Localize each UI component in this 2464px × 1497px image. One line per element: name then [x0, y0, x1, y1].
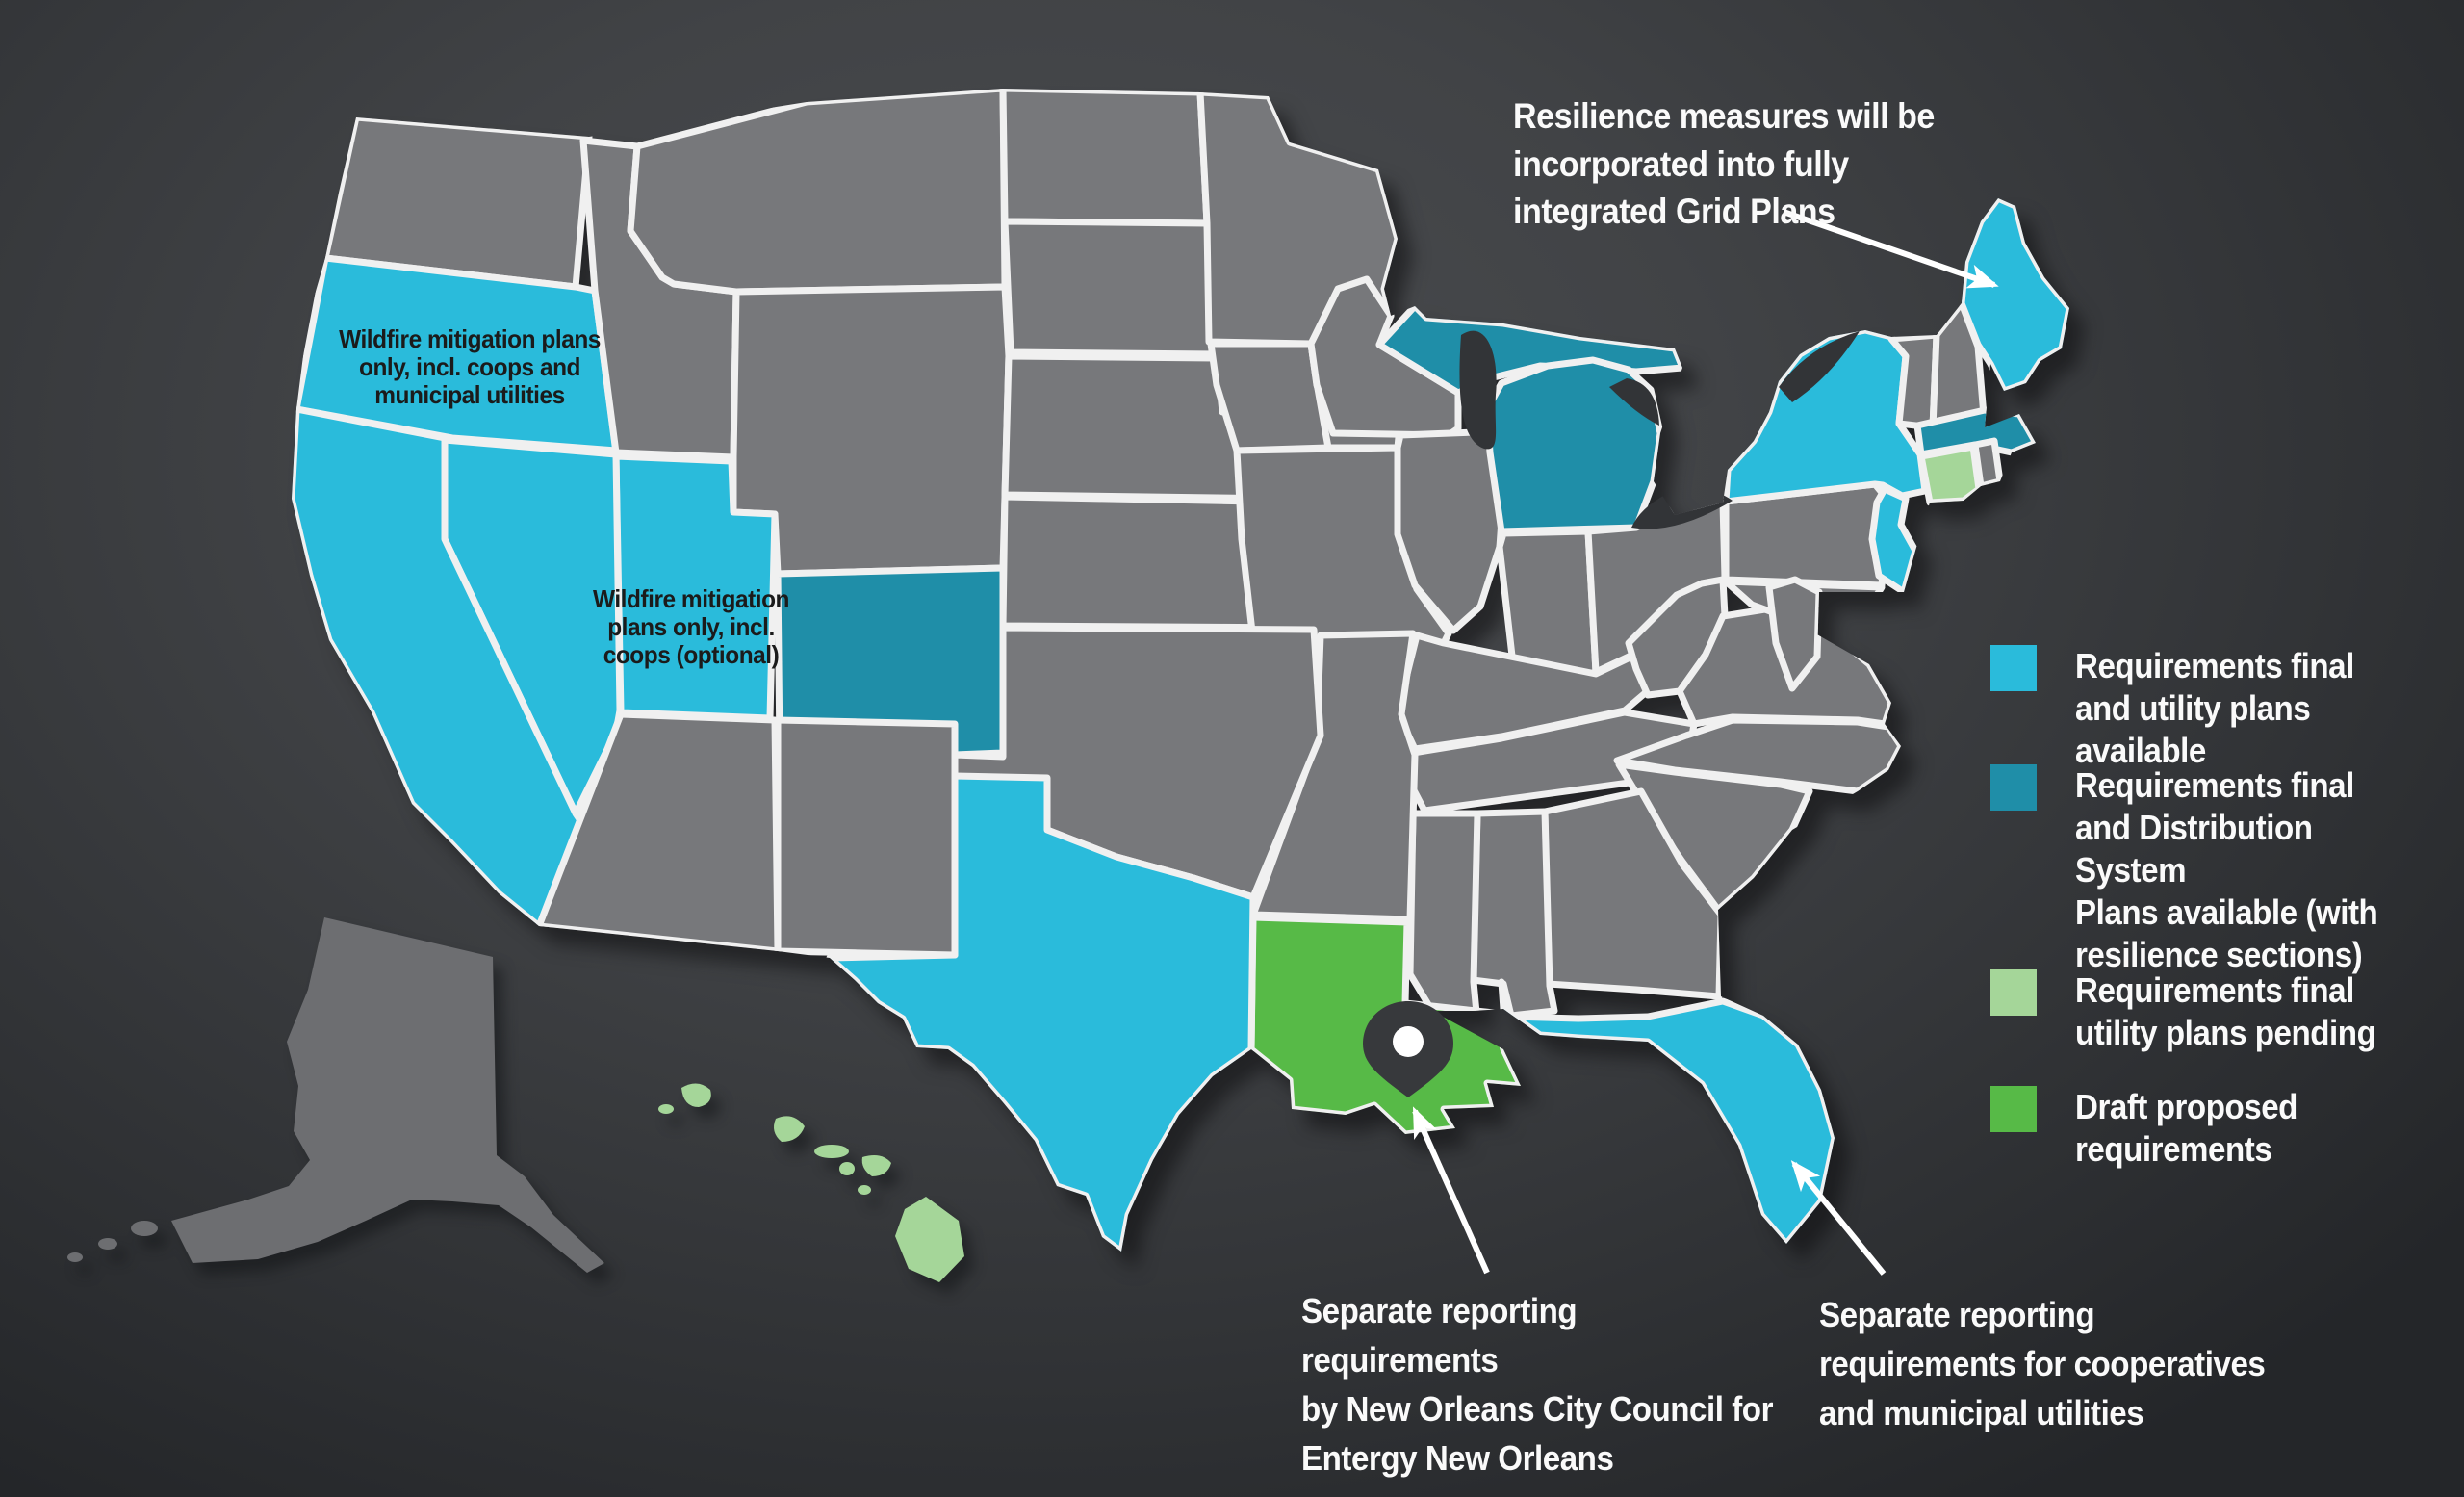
state-alaska: [171, 917, 604, 1273]
hawaii-group: [658, 1083, 964, 1282]
lake-ontario: [1779, 331, 1860, 402]
aleutian-island-2: [98, 1238, 117, 1250]
lake-michigan: [1459, 330, 1497, 450]
hawaii-lanai: [839, 1162, 855, 1175]
legend-swatch-draft-proposed: [1990, 1086, 2037, 1132]
state-mississippi: [1406, 810, 1481, 1017]
legend-label-final-plans-available: Requirements final and utility plans ava…: [2075, 646, 2354, 770]
hawaii-niihau: [658, 1104, 674, 1114]
hawaii-molokai: [814, 1145, 849, 1158]
grid-plans-callout: Resilience measures will be incorporated…: [1513, 96, 1935, 232]
legend-item-final-dsp-available: Requirements final and Distribution Syst…: [1990, 764, 2443, 976]
cooperatives-callout: Separate reporting requirements for coop…: [1819, 1295, 2266, 1433]
state-maine: [1958, 194, 2069, 395]
legend-swatch-final-plans-pending: [1990, 969, 2037, 1016]
utah-note: Wildfire mitigation plans only, incl. co…: [592, 584, 790, 670]
arrow-grid-plans: [1783, 209, 1999, 289]
arrow-cooperatives: [1790, 1160, 1886, 1276]
state-north-dakota: [999, 89, 1211, 227]
state-florida: [1498, 978, 1838, 1248]
state-connecticut: [1917, 443, 1983, 506]
legend-label-final-dsp-available: Requirements final and Distribution Syst…: [2075, 765, 2378, 974]
aleutian-island-3: [67, 1252, 83, 1262]
legend-item-final-plans-pending: Requirements final utility plans pending: [1990, 969, 2402, 1054]
state-alabama: [1469, 808, 1558, 1020]
hawaii-kahoolawe: [858, 1185, 871, 1195]
hawaii-maui: [861, 1155, 891, 1176]
legend-swatch-final-plans-available: [1990, 645, 2037, 691]
legend-swatch-final-dsp-available: [1990, 764, 2037, 811]
aleutian-island-1: [131, 1221, 158, 1236]
legend-label-draft-proposed: Draft proposed requirements: [2075, 1087, 2297, 1169]
state-delaware: [1765, 576, 1823, 692]
legend-item-final-plans-available: Requirements final and utility plans ava…: [1990, 645, 2443, 772]
new-orleans-pin: [1363, 1001, 1453, 1097]
hawaii-kauai: [681, 1083, 711, 1107]
oregon-note: Wildfire mitigation plans only, incl. co…: [339, 324, 601, 410]
new-orleans-pin-dot: [1393, 1026, 1424, 1057]
state-new-jersey: [1868, 485, 1919, 596]
state-new-mexico: [774, 716, 959, 959]
arrow-new-orleans: [1412, 1106, 1490, 1275]
state-south-dakota: [1001, 218, 1220, 358]
lower-48-group: [292, 89, 2069, 1252]
state-texas: [826, 772, 1257, 1252]
legend-item-draft-proposed: Draft proposed requirements: [1990, 1086, 2317, 1171]
hawaii-big-island: [895, 1197, 964, 1282]
lake-huron: [1609, 378, 1659, 426]
state-montana: [627, 89, 1009, 296]
alaska-group: [67, 917, 604, 1273]
hawaii-oahu: [774, 1116, 805, 1142]
new-orleans-callout: Separate reporting requirements by New O…: [1301, 1291, 1774, 1479]
legend-label-final-plans-pending: Requirements final utility plans pending: [2075, 970, 2376, 1052]
